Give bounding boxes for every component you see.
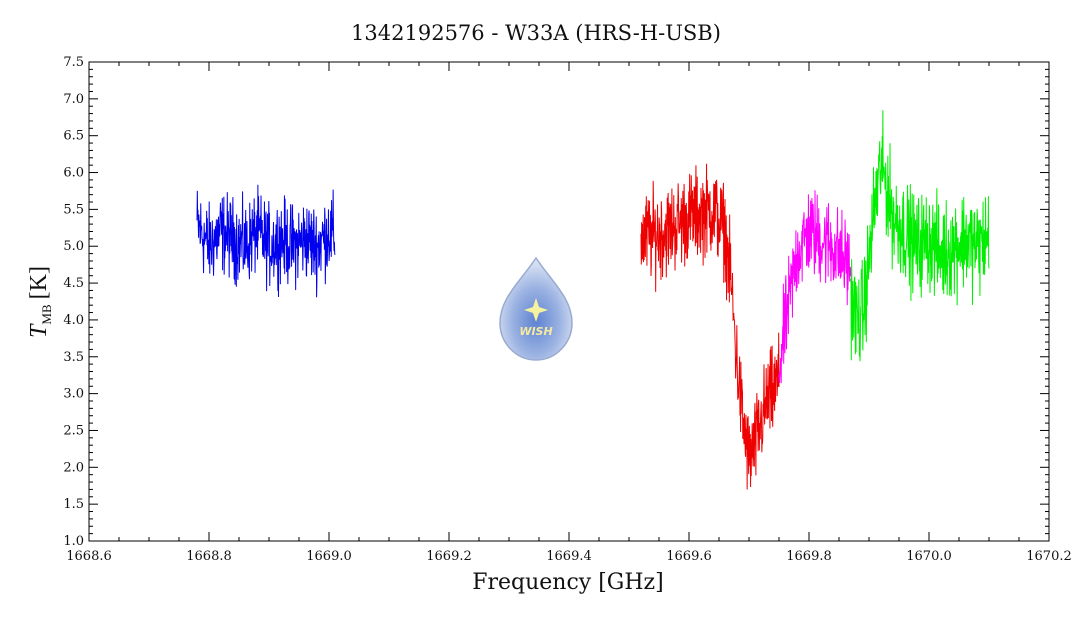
series-group — [196, 110, 990, 490]
y-tick-label: 2.5 — [63, 423, 84, 438]
star-icon — [524, 298, 548, 322]
y-axis-label-sub: MB — [39, 304, 54, 325]
x-tick-label: 1670.0 — [906, 549, 952, 564]
y-tick-label: 4.5 — [63, 276, 84, 291]
y-tick-label: 3.5 — [63, 350, 84, 365]
y-axis-label-main: T — [26, 323, 52, 338]
svg-text:TMB[K]: TMB [K] — [26, 266, 54, 338]
x-tick-label: 1669.2 — [426, 549, 472, 564]
y-tick-label: 5.5 — [63, 202, 84, 217]
y-tick-label: 1.5 — [63, 497, 84, 512]
x-tick-label: 1669.4 — [546, 549, 592, 564]
y-tick-label: 3.0 — [63, 387, 84, 402]
x-axis-label: Frequency [GHz] — [472, 570, 664, 595]
y-axis-label-unit: [K] — [26, 266, 52, 299]
y-tick-label: 5.0 — [63, 239, 84, 254]
y-tick-label: 7.0 — [63, 92, 84, 107]
logo-text: WISH — [519, 325, 552, 338]
x-tick-label: 1668.8 — [186, 549, 232, 564]
axis-ticks — [88, 61, 1050, 542]
x-tick-label: 1669.0 — [306, 549, 352, 564]
spectrum-series-1 — [196, 184, 336, 298]
spectrum-series-3 — [778, 190, 852, 384]
chart-title: 1342192576 - W33A (HRS-H-USB) — [351, 21, 721, 45]
y-tick-label: 6.5 — [63, 129, 84, 144]
y-tick-label: 7.5 — [63, 55, 84, 70]
y-axis-label: TMB [K] — [26, 266, 54, 338]
x-tick-label: 1670.2 — [1026, 549, 1072, 564]
x-tick-labels: 1668.6 1668.8 1669.0 1669.2 1669.4 1669.6 1669… — [66, 549, 1072, 564]
plot-frame — [88, 61, 1050, 542]
spectrum-series-2 — [640, 163, 780, 490]
wish-logo: WISH — [499, 256, 573, 361]
y-tick-label: 6.0 — [63, 166, 84, 181]
spectrum-series-4 — [850, 110, 990, 362]
y-tick-label: 1.0 — [63, 534, 84, 549]
y-tick-label: 4.0 — [63, 313, 84, 328]
y-tick-labels: 1.0 1.5 2.0 2.5 3.0 3.5 4.0 4.5 5.0 5.5 6.0 6.5 7.0 7… — [63, 55, 84, 549]
x-tick-label: 1669.8 — [786, 549, 832, 564]
x-tick-label: 1669.6 — [666, 549, 712, 564]
y-tick-label: 2.0 — [63, 460, 84, 475]
x-tick-label: 1668.6 — [66, 549, 112, 564]
